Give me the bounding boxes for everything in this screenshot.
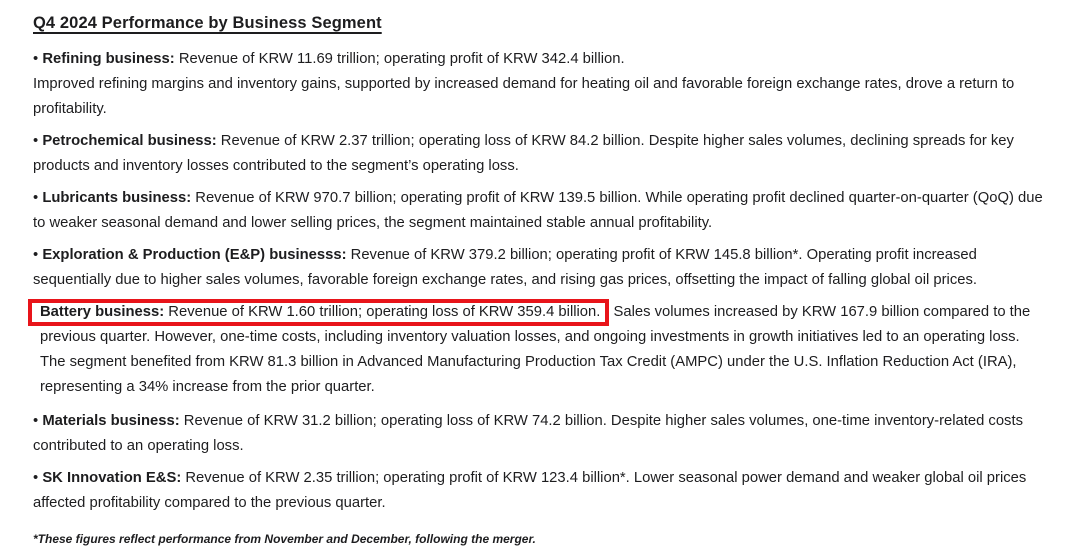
segment-battery-boxed-text: Revenue of KRW 1.60 trillion; operating … (168, 304, 601, 320)
battery-annotation-box: Battery business: Revenue of KRW 1.60 tr… (28, 299, 610, 326)
segment-lubricants-text: Revenue of KRW 970.7 billion; operating … (33, 190, 1043, 231)
segment-sk-innovation-es-label: SK Innovation E&S: (42, 470, 182, 486)
bullet: • (33, 247, 39, 263)
segment-lubricants-label: Lubricants business: (42, 190, 192, 206)
segment-battery-label: Battery business: (40, 304, 165, 320)
bullet: • (33, 470, 39, 486)
bullet: • (33, 133, 39, 149)
segment-battery-text: Sales volumes increased by KRW 167.9 bil… (40, 304, 1031, 395)
segment-materials-text: Revenue of KRW 31.2 billion; operating l… (33, 413, 1023, 454)
segment-refining-text: Revenue of KRW 11.69 trillion; operating… (178, 51, 625, 67)
segment-materials-label: Materials business: (42, 413, 180, 429)
segment-battery: Battery business: Revenue of KRW 1.60 tr… (28, 299, 1048, 400)
bullet: • (33, 190, 39, 206)
segment-refining-label: Refining business: (42, 51, 175, 67)
segment-ep: • Exploration & Production (E&P) busines… (33, 243, 1048, 293)
segment-refining-text-line2: Improved refining margins and inventory … (33, 76, 1015, 117)
segment-lubricants: • Lubricants business: Revenue of KRW 97… (33, 186, 1048, 236)
segment-materials: • Materials business: Revenue of KRW 31.… (33, 409, 1048, 459)
bullet: • (33, 413, 39, 429)
segment-refining: • Refining business: Revenue of KRW 11.6… (33, 47, 1048, 122)
segment-petrochemical: • Petrochemical business: Revenue of KRW… (33, 129, 1048, 179)
segment-ep-text: Revenue of KRW 379.2 billion; operating … (33, 247, 977, 288)
bullet: • (33, 51, 39, 67)
segment-sk-innovation-es-text: Revenue of KRW 2.35 trillion; operating … (33, 470, 1027, 511)
segment-ep-label: Exploration & Production (E&P) businesss… (42, 247, 347, 263)
segment-petrochemical-text: Revenue of KRW 2.37 trillion; operating … (33, 133, 1014, 174)
footnote: *These figures reflect performance from … (33, 532, 536, 546)
page-title: Q4 2024 Performance by Business Segment (33, 14, 382, 32)
segment-petrochemical-label: Petrochemical business: (42, 133, 217, 149)
segment-sk-innovation-es: • SK Innovation E&S: Revenue of KRW 2.35… (33, 466, 1048, 516)
